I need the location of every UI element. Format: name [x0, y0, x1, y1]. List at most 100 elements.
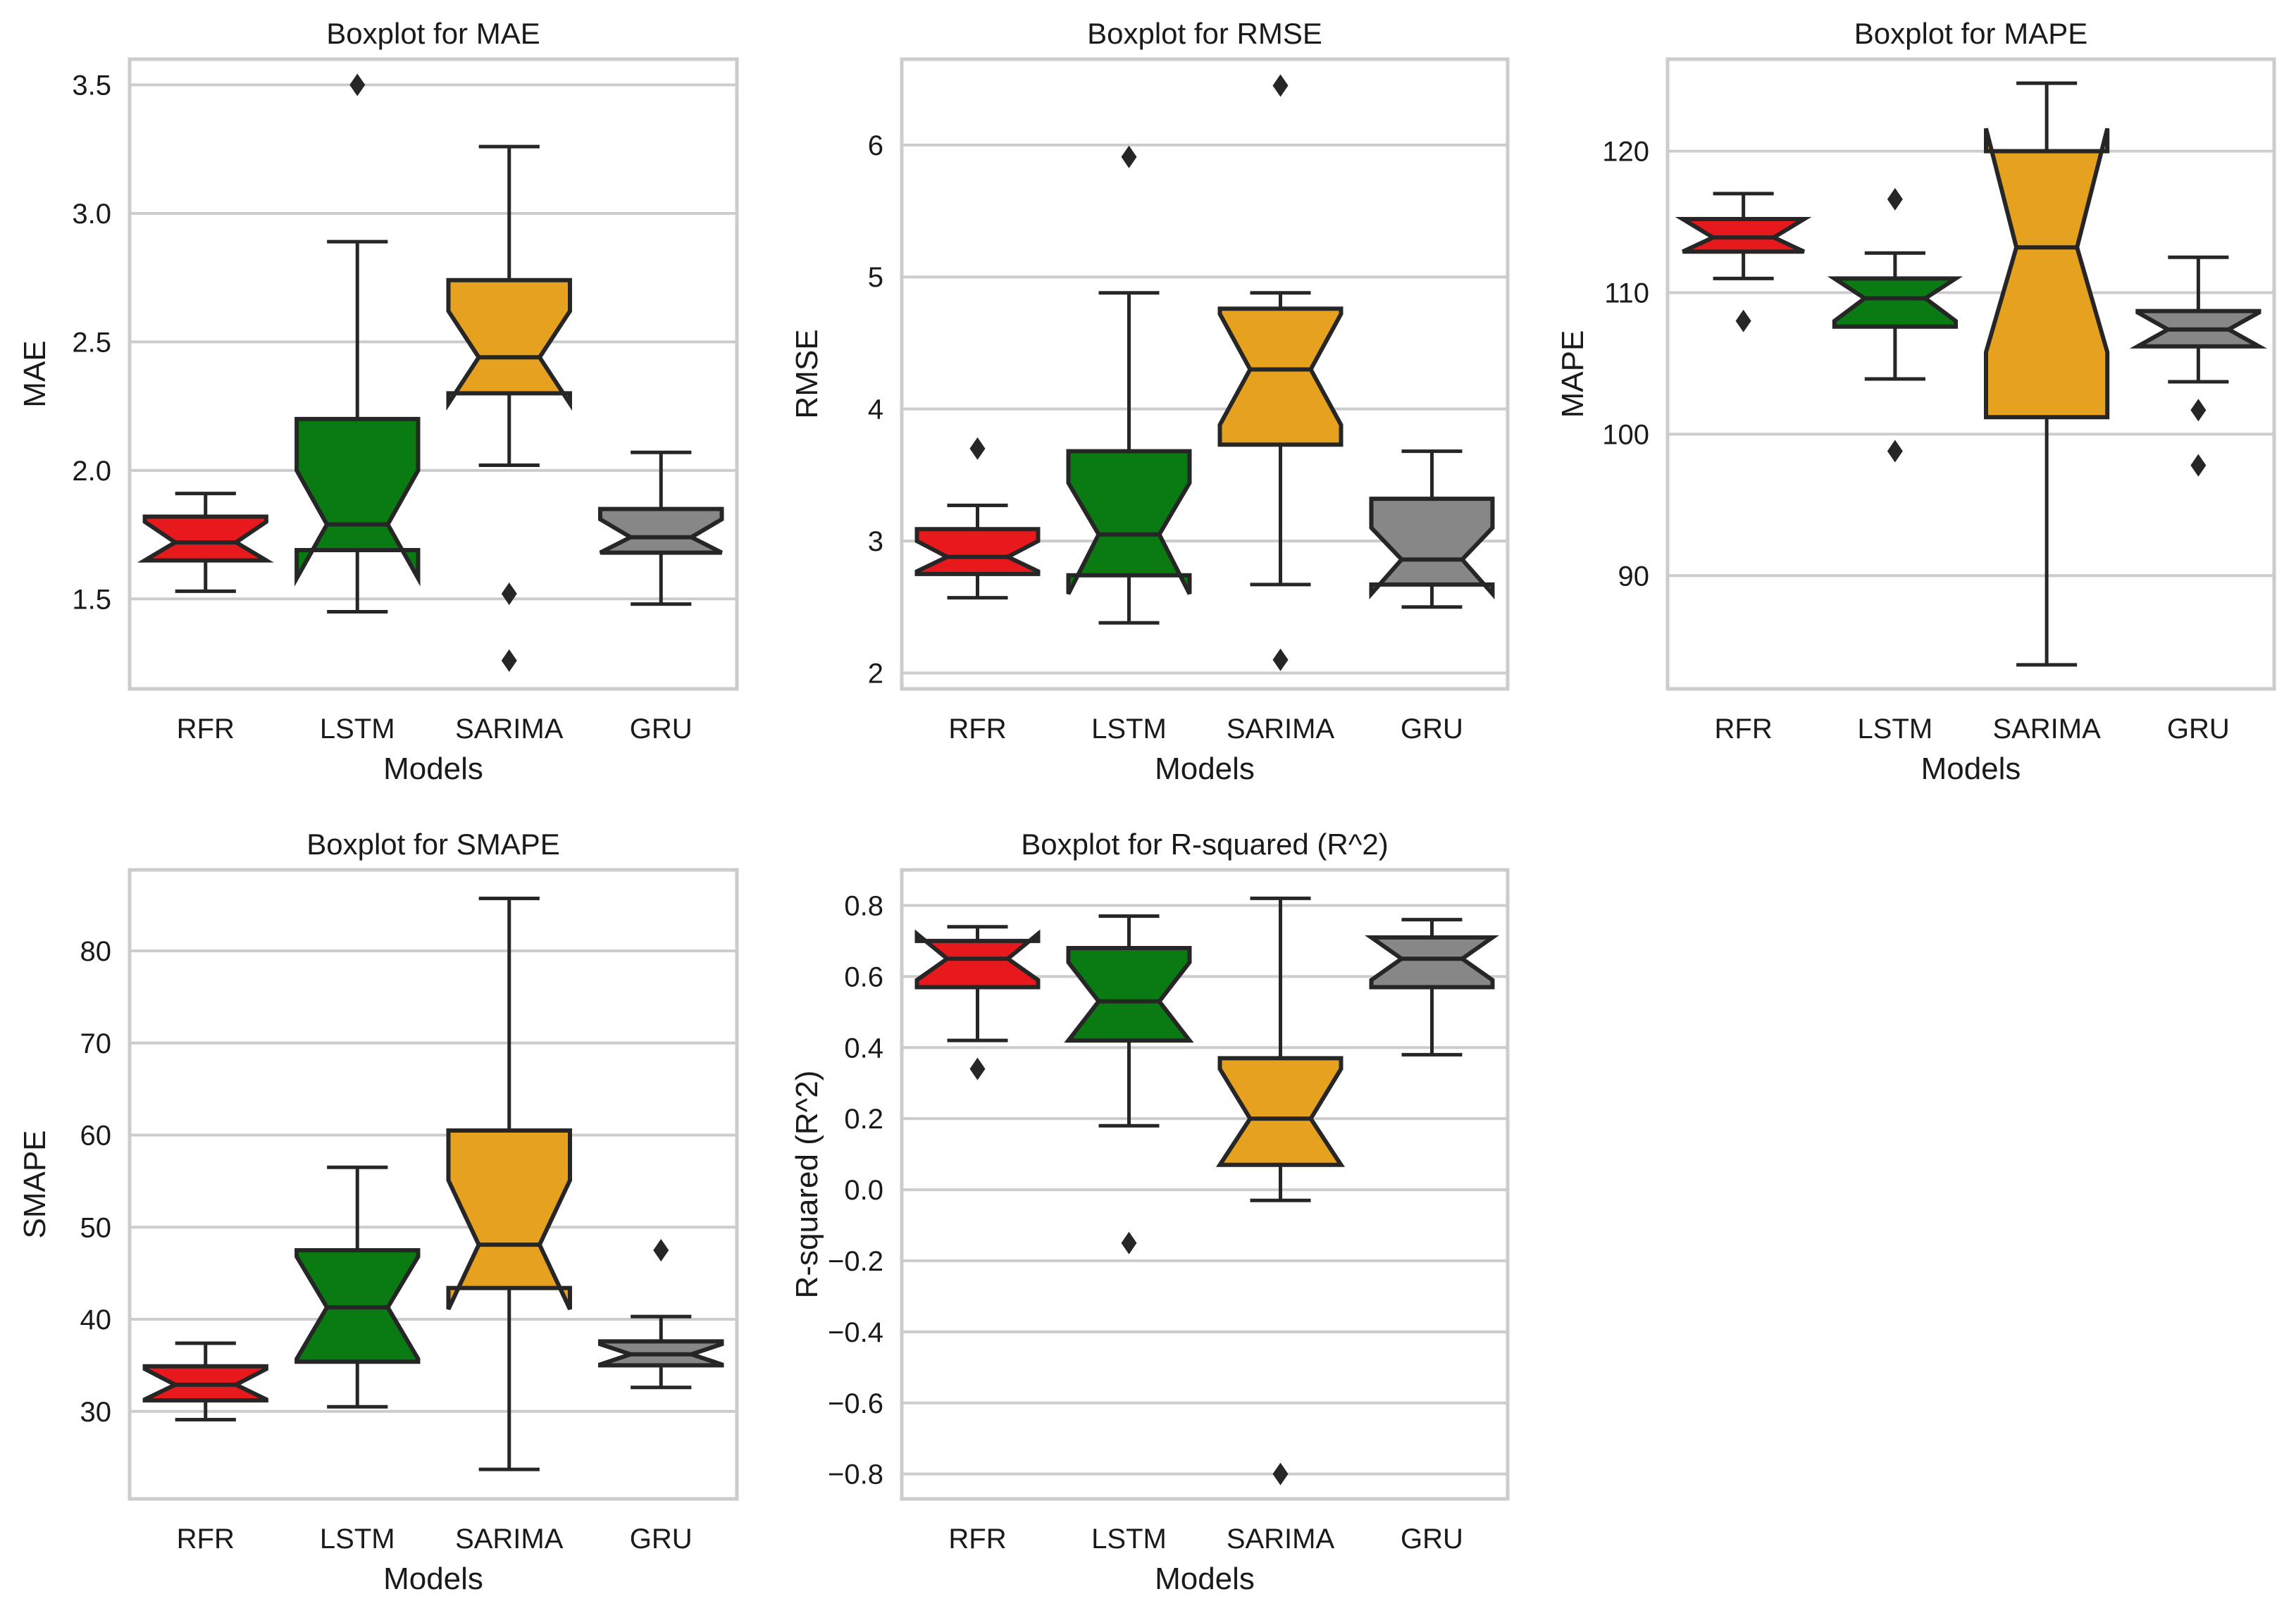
chart-panel-1: 1.5 2.0 2.5 3.0 3.5 RFR LSTM SARIMA GRU Boxplot f…	[18, 17, 739, 786]
plot-frame	[1665, 57, 2276, 691]
notched-box	[1215, 1056, 1346, 1167]
y-tick-label: 2.0	[72, 456, 111, 487]
x-tick-label: SARIMA	[1227, 714, 1335, 745]
outlier-marker	[969, 1057, 986, 1080]
y-tick-label: 5	[868, 262, 883, 293]
box-sarima	[1217, 74, 1344, 671]
y-tick-label: 70	[80, 1028, 112, 1059]
notched-box	[446, 278, 572, 411]
y-tick-label: 100	[1602, 419, 1649, 450]
y-tick-label: −0.6	[828, 1388, 883, 1419]
notched-box	[598, 506, 724, 555]
x-axis-label: Models	[1155, 1562, 1255, 1596]
y-tick-label: 1.5	[72, 584, 111, 615]
chart-panel-2: 2 3 4 5 6 RFR LSTM SARIMA GRU Boxplot for RMSE Mod…	[790, 17, 1510, 786]
box-rfr	[137, 492, 274, 593]
box-rfr	[1675, 192, 1812, 332]
box-gru	[1365, 918, 1499, 1057]
outlier-marker	[1887, 440, 1903, 463]
x-tick-label: RFR	[948, 714, 1006, 745]
outlier-marker	[501, 582, 517, 605]
x-axis-label: Models	[1921, 752, 2021, 786]
y-tick-label: 2	[868, 659, 883, 690]
y-tick-label: 40	[80, 1304, 112, 1335]
chart-title: Boxplot for R-squared (R^2)	[1021, 828, 1389, 861]
y-tick-label: 3.0	[72, 199, 111, 230]
notched-box	[1827, 276, 1963, 329]
outlier-marker	[1272, 74, 1289, 97]
chart-title: Boxplot for MAE	[326, 17, 540, 50]
x-tick-label: LSTM	[1091, 1524, 1167, 1555]
chart-panel-4: 30 40 50 60 70 80 RFR LSTM SARIMA GRU Boxplot for …	[18, 828, 739, 1596]
outlier-marker	[2190, 399, 2207, 422]
x-tick-label: LSTM	[320, 714, 395, 745]
outlier-marker	[969, 437, 986, 460]
outlier-marker	[1121, 1231, 1137, 1254]
y-tick-label: 0.0	[844, 1175, 883, 1206]
x-tick-label: SARIMA	[1227, 1524, 1335, 1555]
x-tick-label: SARIMA	[455, 714, 564, 745]
x-axis-label: Models	[1155, 752, 1255, 786]
plot-frame	[128, 57, 739, 691]
outlier-marker	[501, 649, 517, 672]
x-tick-label: SARIMA	[1992, 714, 2101, 745]
x-tick-label: SARIMA	[455, 1524, 564, 1555]
y-tick-label: 50	[80, 1212, 112, 1243]
box-sarima	[1215, 896, 1346, 1486]
chart-panel-3: 90 100 110 120 RFR LSTM SARIMA GRU Boxplot for M…	[1556, 17, 2276, 786]
y-axis-label: SMAPE	[18, 1130, 52, 1238]
notched-box	[1984, 127, 2110, 420]
outlier-marker	[1272, 1462, 1289, 1486]
y-tick-label: 3.5	[72, 70, 111, 101]
outlier-marker	[2190, 454, 2207, 477]
y-tick-label: −0.4	[828, 1317, 883, 1348]
y-tick-label: 6	[868, 130, 883, 161]
x-tick-label: RFR	[177, 1524, 235, 1555]
x-tick-label: GRU	[2167, 714, 2230, 745]
y-tick-label: 90	[1618, 561, 1650, 592]
plot-frame	[128, 868, 739, 1501]
box-rfr	[142, 1341, 268, 1422]
outlier-marker	[1272, 648, 1289, 671]
outlier-marker	[1887, 187, 1903, 211]
y-tick-label: 0.2	[844, 1104, 883, 1135]
y-axis-label: RMSE	[790, 329, 824, 418]
box-gru	[598, 1238, 724, 1390]
x-tick-label: LSTM	[320, 1524, 395, 1555]
box-gru	[598, 450, 724, 606]
box-lstm	[1066, 145, 1192, 625]
notched-box	[1064, 946, 1194, 1043]
x-tick-label: RFR	[948, 1524, 1006, 1555]
chart-title: Boxplot for RMSE	[1087, 17, 1322, 50]
plot-frame	[900, 57, 1510, 691]
x-tick-label: LSTM	[1091, 714, 1167, 745]
box-lstm	[1827, 187, 1963, 463]
outlier-marker	[1735, 309, 1751, 332]
notched-box	[1217, 306, 1344, 447]
notched-box	[1369, 497, 1495, 600]
y-axis-label: MAPE	[1556, 330, 1590, 418]
y-axis-label: R-squared (R^2)	[790, 1071, 824, 1299]
y-tick-label: −0.2	[828, 1246, 883, 1277]
y-tick-label: 120	[1602, 137, 1649, 168]
x-tick-label: GRU	[630, 1524, 693, 1555]
x-axis-label: Models	[383, 752, 483, 786]
y-tick-label: 0.6	[844, 961, 883, 992]
box-gru	[2129, 255, 2268, 477]
box-sarima	[446, 144, 572, 672]
plot-frame	[900, 868, 1510, 1501]
y-tick-label: 0.4	[844, 1033, 883, 1064]
y-tick-label: 4	[868, 394, 883, 425]
y-tick-label: 3	[868, 526, 883, 557]
y-tick-label: 30	[80, 1397, 112, 1428]
box-lstm	[1064, 914, 1194, 1254]
notched-box	[137, 514, 274, 563]
x-tick-label: RFR	[177, 714, 235, 745]
y-tick-label: 60	[80, 1121, 112, 1152]
box-rfr	[914, 925, 1041, 1080]
x-tick-label: RFR	[1715, 714, 1773, 745]
notched-box	[1675, 217, 1812, 254]
y-tick-label: 110	[1604, 278, 1649, 309]
notched-box	[294, 416, 421, 587]
